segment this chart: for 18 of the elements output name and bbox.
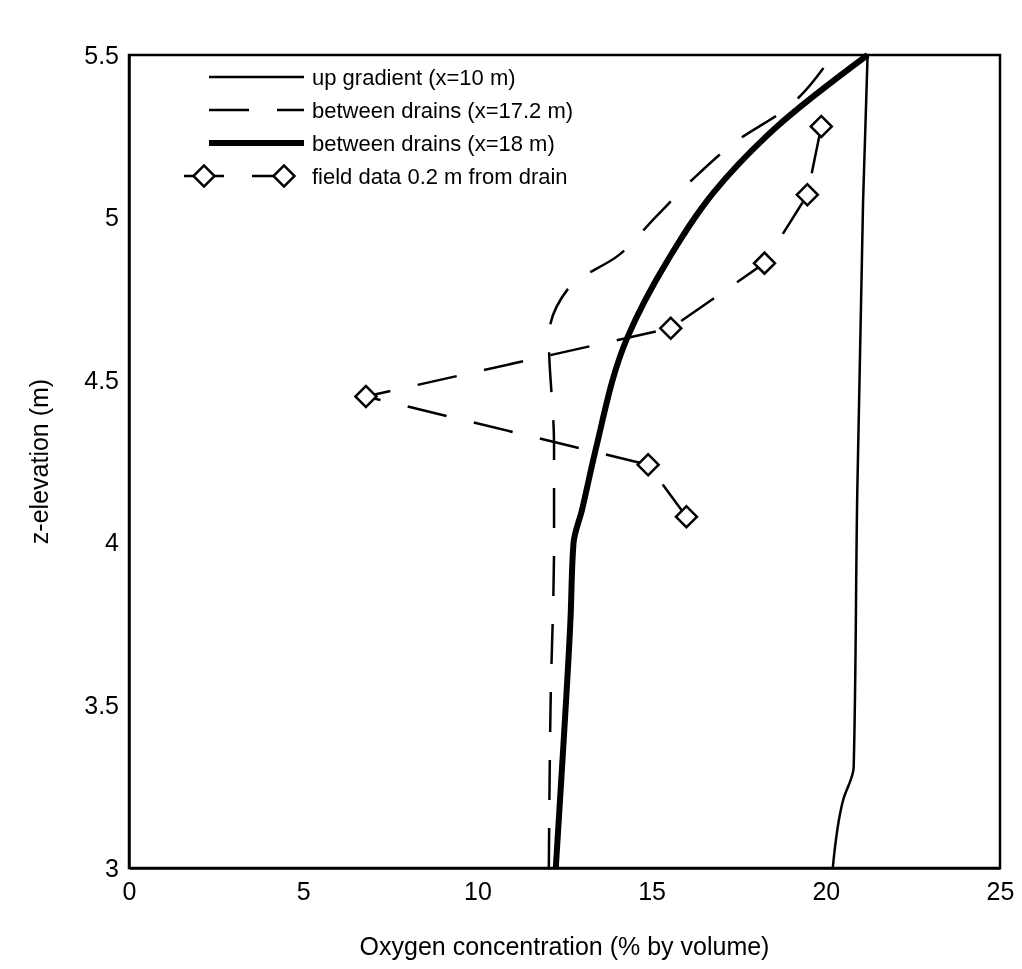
x-tick-label: 20 bbox=[812, 876, 841, 905]
y-tick-label: 4 bbox=[105, 528, 120, 557]
legend-label: between drains (x=17.2 m) bbox=[312, 98, 574, 123]
x-tick-label: 0 bbox=[122, 876, 137, 905]
x-axis-title: Oxygen concentration (% by volume) bbox=[359, 932, 770, 960]
y-tick-label: 4.5 bbox=[84, 365, 119, 394]
x-tick-label: 15 bbox=[638, 876, 667, 905]
legend-label: between drains (x=18 m) bbox=[312, 131, 555, 156]
legend-label: up gradient (x=10 m) bbox=[312, 65, 516, 90]
y-tick-label: 3 bbox=[105, 853, 119, 882]
x-tick-label: 10 bbox=[463, 876, 492, 905]
x-tick-label: 25 bbox=[986, 876, 1015, 905]
y-tick-label: 3.5 bbox=[84, 690, 119, 719]
legend-label: field data 0.2 m from drain bbox=[312, 164, 568, 189]
y-axis-title: z-elevation (m) bbox=[25, 378, 53, 545]
y-tick-label: 5.5 bbox=[84, 40, 119, 69]
y-tick-label: 5 bbox=[105, 203, 119, 232]
x-tick-label: 5 bbox=[296, 876, 311, 905]
